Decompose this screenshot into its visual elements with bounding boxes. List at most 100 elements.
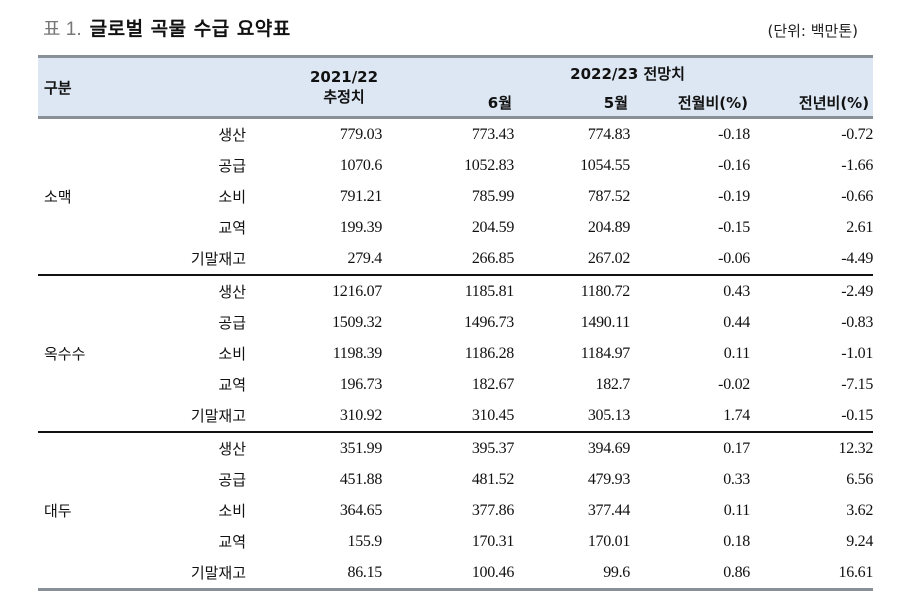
cell-june: 377.86 — [471, 501, 515, 519]
item-label: 기말재고 — [146, 400, 247, 433]
header-may: 5월 — [514, 88, 631, 119]
table-header: 구분 2021/22 추정치 2022/23 전망치 6월 5월 전월비(%) … — [38, 55, 874, 119]
cell-june: 481.52 — [471, 470, 515, 488]
cell-june: 785.99 — [471, 187, 515, 205]
cell-june: 310.45 — [382, 400, 514, 433]
cell-estimate: 791.21 — [339, 187, 383, 205]
cell-estimate: 196.73 — [339, 375, 383, 393]
crop-label: 옥수수 — [38, 275, 146, 433]
cell-may: 99.6 — [514, 557, 630, 591]
header-june: 6월 — [382, 88, 515, 119]
table-row: 기말재고 279.4 266.85 267.02 -0.06 -4.49 — [38, 243, 873, 276]
table-row: 교역 199.39 204.59 204.89 -0.15 2.61 — [38, 212, 873, 243]
cell-mom: 0.43 — [723, 282, 751, 300]
header-projection: 2022/23 전망치 — [382, 55, 874, 88]
cell-yoy: 6.56 — [846, 470, 874, 488]
table-row: 소맥 생산 779.03 773.43 774.83 -0.18 -0.72 — [38, 117, 873, 276]
cell-june: 1496.73 — [464, 313, 515, 331]
item-label: 공급 — [218, 471, 247, 489]
table-row: 기말재고 86.15 100.46 99.6 0.86 16.61 — [38, 557, 873, 591]
cell-june: 182.67 — [471, 375, 515, 393]
table-row: 소비 791.21 785.99 787.52 -0.19 -0.66 — [38, 181, 873, 212]
cell-yoy: 2.61 — [846, 218, 874, 236]
cell-june: 266.85 — [382, 243, 514, 276]
item-label: 소비 — [218, 345, 247, 363]
cell-yoy: -7.15 — [841, 375, 874, 393]
cell-mom: 0.18 — [723, 532, 751, 550]
crop-label: 대두 — [38, 432, 146, 591]
cell-may: 305.13 — [514, 400, 630, 433]
cell-mom: 0.86 — [630, 557, 750, 591]
cell-mom: -0.06 — [630, 243, 750, 276]
cell-estimate: 1509.32 — [332, 313, 383, 331]
cell-estimate: 1198.39 — [332, 344, 383, 362]
cell-may: 1180.72 — [580, 282, 631, 300]
crop-label: 소맥 — [38, 117, 146, 276]
cell-june: 100.46 — [382, 557, 514, 591]
cell-mom: -0.19 — [718, 187, 751, 205]
cell-estimate: 451.88 — [339, 470, 383, 488]
cell-yoy: -1.01 — [841, 344, 874, 362]
cell-june: 773.43 — [471, 125, 515, 143]
cell-mom: -0.16 — [718, 156, 751, 174]
item-label: 교역 — [218, 376, 247, 394]
cell-may: 170.01 — [587, 532, 631, 550]
cell-yoy: -0.83 — [841, 313, 874, 331]
cell-estimate: 279.4 — [246, 243, 382, 276]
cell-june: 204.59 — [471, 218, 515, 236]
item-label: 교역 — [218, 533, 247, 551]
header-estimate: 2021/22 추정치 — [246, 55, 383, 119]
cell-may: 377.44 — [587, 501, 631, 519]
cell-yoy: -1.66 — [841, 156, 874, 174]
cell-yoy: 12.32 — [838, 439, 874, 457]
cell-yoy: -4.49 — [750, 243, 873, 276]
cell-mom: 1.74 — [630, 400, 750, 433]
item-label: 기말재고 — [146, 557, 247, 591]
item-label: 소비 — [218, 502, 247, 520]
cell-yoy: 16.61 — [750, 557, 873, 591]
table-row: 대두 생산 351.99 395.37 394.69 0.17 12.32 — [38, 432, 874, 591]
table-number: 표 1. — [43, 19, 82, 40]
item-label: 교역 — [218, 219, 247, 237]
cell-june: 395.37 — [471, 439, 515, 457]
cell-yoy: 9.24 — [846, 532, 874, 550]
unit-label: (단위: 백만톤) — [767, 22, 858, 40]
cell-yoy: -2.49 — [841, 282, 874, 300]
table-row: 공급 451.88 481.52 479.93 0.33 6.56 — [38, 464, 873, 495]
cell-may: 787.52 — [587, 187, 631, 205]
cell-mom: 0.11 — [723, 501, 751, 519]
cell-may: 1490.11 — [580, 313, 631, 331]
cell-may: 182.7 — [595, 375, 631, 393]
cell-estimate: 364.65 — [339, 501, 383, 519]
cell-estimate: 310.92 — [246, 400, 382, 433]
item-label: 공급 — [218, 157, 247, 175]
header-mom: 전월비(%) — [630, 88, 751, 119]
header-gubun: 구분 — [38, 55, 247, 119]
cell-may: 774.83 — [587, 125, 631, 143]
cell-yoy: 3.62 — [846, 501, 874, 519]
cell-mom: 0.17 — [723, 439, 751, 457]
item-label: 생산 — [218, 283, 247, 301]
cell-yoy: -0.66 — [841, 187, 874, 205]
item-label: 생산 — [218, 440, 247, 458]
table-row: 교역 196.73 182.67 182.7 -0.02 -7.15 — [38, 369, 873, 400]
cell-june: 1185.81 — [464, 282, 515, 300]
item-label: 생산 — [218, 126, 247, 144]
table-row: 소비 364.65 377.86 377.44 0.11 3.62 — [38, 495, 873, 526]
cell-mom: -0.15 — [718, 218, 751, 236]
cell-mom: -0.02 — [718, 375, 751, 393]
cell-mom: 0.11 — [723, 344, 751, 362]
cell-estimate: 199.39 — [339, 218, 383, 236]
cell-mom: 0.44 — [723, 313, 751, 331]
item-label: 기말재고 — [146, 243, 247, 276]
table-row: 공급 1070.6 1052.83 1054.55 -0.16 -1.66 — [38, 150, 873, 181]
cell-may: 1184.97 — [580, 344, 631, 362]
table-row: 교역 155.9 170.31 170.01 0.18 9.24 — [38, 526, 873, 557]
header-yoy: 전년비(%) — [750, 88, 874, 119]
table-row: 기말재고 310.92 310.45 305.13 1.74 -0.15 — [38, 400, 873, 433]
cell-estimate: 779.03 — [339, 125, 383, 143]
cell-may: 204.89 — [587, 218, 631, 236]
cell-estimate: 86.15 — [246, 557, 382, 591]
table-row: 소비 1198.39 1186.28 1184.97 0.11 -1.01 — [38, 338, 873, 369]
table-row: 옥수수 생산 1216.07 1185.81 1180.72 0.43 -2.4… — [38, 275, 874, 433]
